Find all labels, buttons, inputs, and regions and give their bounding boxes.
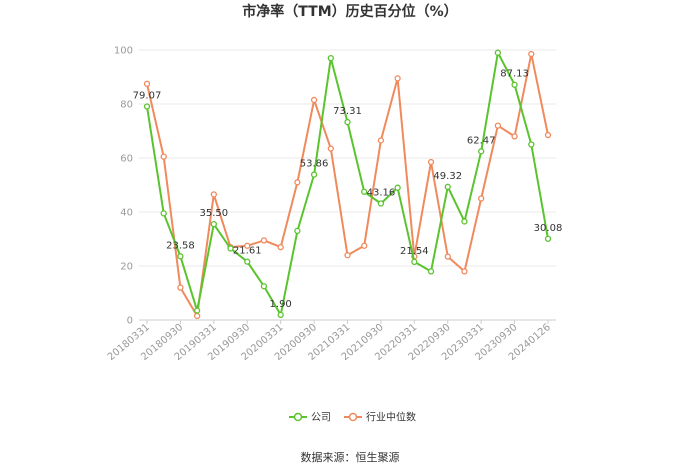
data-point[interactable] (444, 253, 451, 260)
data-point[interactable] (294, 179, 301, 186)
data-point[interactable] (478, 195, 485, 202)
data-point[interactable] (160, 153, 167, 160)
data-point[interactable] (461, 268, 468, 275)
data-point[interactable] (528, 141, 535, 148)
data-label: 21.61 (233, 246, 262, 257)
data-point[interactable] (193, 307, 201, 314)
data-point[interactable] (411, 258, 418, 265)
data-point[interactable] (294, 227, 301, 235)
data-label: 21.54 (400, 246, 429, 257)
data-point[interactable] (427, 158, 435, 166)
data-point[interactable] (210, 220, 217, 228)
data-label: 30.08 (534, 223, 563, 234)
data-source: 数据来源：恒生聚源 (301, 450, 400, 464)
y-tick-label: 20 (120, 262, 133, 273)
legend-item-0[interactable]: 公司 (289, 413, 331, 424)
data-point[interactable] (327, 54, 334, 62)
data-point[interactable] (260, 237, 268, 244)
data-point[interactable] (544, 131, 552, 139)
data-point[interactable] (544, 235, 552, 242)
legend-swatch-marker (348, 412, 358, 422)
legend-item-1[interactable]: 行业中位数 (344, 411, 416, 424)
data-label: 73.31 (333, 106, 362, 117)
data-point[interactable] (494, 49, 502, 56)
data-label: 79.07 (133, 91, 162, 102)
data-point[interactable] (177, 284, 184, 291)
series-lines (143, 49, 552, 320)
data-label: 43.16 (367, 187, 396, 198)
data-label: 35.50 (200, 208, 229, 219)
data-point[interactable] (344, 252, 351, 259)
data-label: 23.58 (166, 240, 195, 251)
data-point[interactable] (494, 122, 502, 129)
data-point[interactable] (511, 133, 518, 140)
legend-swatch-marker (293, 412, 303, 422)
data-point[interactable] (244, 242, 251, 249)
data-point[interactable] (143, 80, 151, 87)
axes: 0204060801002018033120180930201903312019… (106, 46, 556, 363)
data-point[interactable] (260, 283, 268, 290)
data-point[interactable] (327, 145, 334, 152)
data-label: 53.86 (300, 159, 329, 170)
series-line-0 (146, 51, 549, 316)
y-tick-label: 60 (120, 154, 133, 165)
data-label: 87.13 (500, 69, 529, 80)
data-point[interactable] (394, 75, 401, 82)
y-tick-label: 100 (114, 46, 133, 57)
data-point[interactable] (528, 50, 535, 58)
series-1 (143, 50, 552, 320)
data-point[interactable] (277, 243, 284, 251)
data-point[interactable] (227, 245, 234, 252)
data-point[interactable] (361, 188, 368, 195)
data-point[interactable] (478, 148, 485, 155)
data-label: 62.47 (467, 135, 496, 146)
data-point[interactable] (344, 118, 351, 126)
data-point[interactable] (377, 137, 385, 144)
data-point[interactable] (394, 184, 401, 191)
series-0 (143, 49, 552, 319)
data-point[interactable] (461, 218, 468, 225)
y-tick-label: 40 (120, 208, 133, 219)
y-tick-label: 0 (127, 316, 133, 327)
data-labels: 79.07 23.58 35.50 21.61 1.90 53.86 73.31 43.16 2… (133, 69, 563, 310)
series-line-1 (146, 53, 549, 317)
data-point[interactable] (210, 191, 217, 198)
chart-title: 市净率（TTM）历史百分位（%） (242, 3, 457, 20)
data-point[interactable] (160, 210, 167, 217)
data-point[interactable] (427, 268, 435, 275)
data-point[interactable] (511, 81, 518, 88)
data-point[interactable] (377, 200, 385, 207)
data-point[interactable] (361, 242, 368, 249)
legend[interactable]: 公司 行业中位数 (289, 411, 416, 424)
data-point[interactable] (177, 253, 184, 260)
data-label: 1.90 (270, 299, 292, 310)
data-point[interactable] (310, 171, 318, 178)
data-label: 49.32 (433, 171, 462, 182)
data-point[interactable] (143, 103, 151, 110)
data-point[interactable] (244, 258, 251, 265)
legend-label: 公司 (311, 413, 331, 424)
data-point[interactable] (444, 183, 451, 190)
data-point[interactable] (310, 96, 318, 104)
data-point[interactable] (277, 311, 284, 319)
data-point[interactable] (193, 312, 201, 320)
y-tick-label: 80 (120, 100, 133, 111)
legend-label: 行业中位数 (366, 411, 416, 424)
